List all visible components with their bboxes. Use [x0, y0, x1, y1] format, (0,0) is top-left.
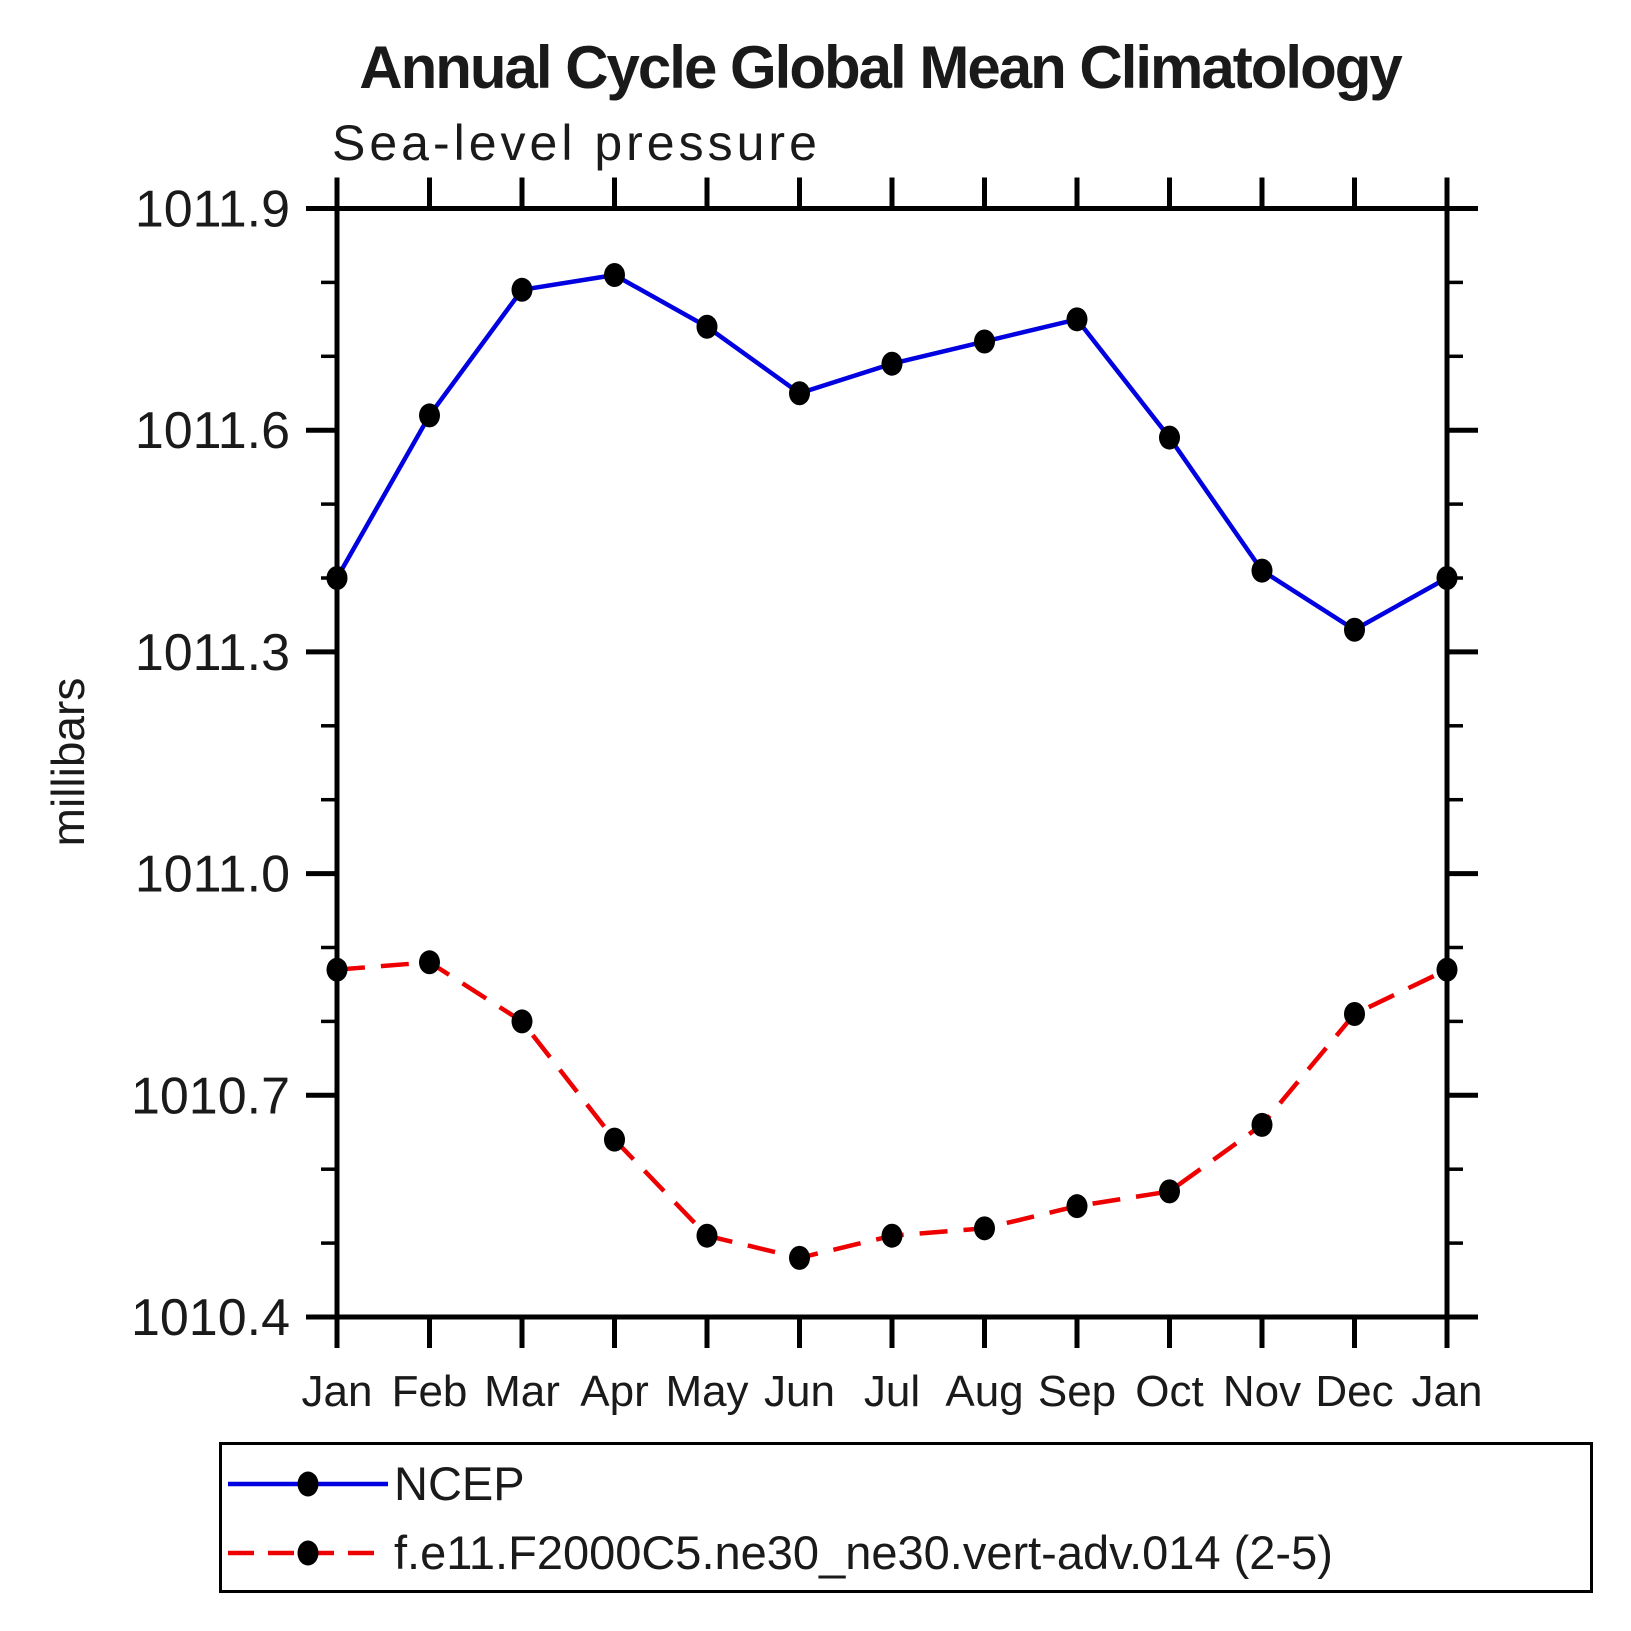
x-tick-label: Jun — [764, 1367, 835, 1416]
data-point-ncep — [1251, 558, 1273, 583]
y-tick-label: 1010.4 — [131, 1289, 290, 1347]
y-tick-label: 1010.7 — [131, 1067, 290, 1125]
y-axis-title: millibars — [42, 678, 94, 847]
data-point-ncep — [1344, 617, 1365, 642]
y-tick-label: 1011.0 — [135, 846, 290, 904]
x-tick-label: Mar — [484, 1367, 560, 1416]
x-tick-label: Nov — [1223, 1367, 1301, 1416]
data-point-model — [1251, 1112, 1273, 1137]
x-tick-label: Feb — [392, 1367, 468, 1416]
x-tick-label: Aug — [945, 1367, 1023, 1416]
x-tick-label: May — [665, 1367, 748, 1416]
data-point-ncep — [1066, 307, 1088, 332]
legend-label: f.e11.F2000C5.ne30_ne30.vert-adv.014 (2-… — [394, 1526, 1333, 1579]
data-point-model — [604, 1127, 625, 1152]
axis-ticks — [306, 177, 1478, 1348]
data-point-model — [1344, 1002, 1365, 1027]
chart-title: Annual Cycle Global Mean Climatology — [359, 34, 1403, 101]
y-tick-label: 1011.3 — [135, 624, 290, 682]
data-point-model — [419, 950, 440, 975]
y-tick-label: 1011.9 — [135, 181, 290, 239]
data-point-ncep — [1159, 425, 1180, 450]
x-tick-label: Jan — [302, 1367, 373, 1416]
legend: NCEP f.e11.F2000C5.ne30_ne30.vert-adv.014… — [219, 1442, 1593, 1593]
x-tick-label: Oct — [1135, 1367, 1203, 1416]
data-point-model — [511, 1009, 533, 1034]
data-point-model — [974, 1216, 995, 1241]
data-point-model — [789, 1245, 810, 1270]
x-tick-label: Apr — [580, 1367, 648, 1416]
x-tick-label: Jan — [1412, 1367, 1483, 1416]
data-point-ncep — [511, 277, 533, 302]
data-point-model — [696, 1223, 718, 1248]
plot-frame — [334, 206, 1450, 1320]
legend-marker — [297, 1540, 319, 1566]
data-point-model — [1159, 1179, 1180, 1204]
data-point-model — [881, 1223, 903, 1248]
data-point-model — [1066, 1194, 1088, 1219]
data-point-ncep — [974, 329, 995, 354]
y-tick-label: 1011.6 — [135, 402, 290, 460]
x-tick-label: Jul — [864, 1367, 920, 1416]
chart-subtitle: Sea-level pressure — [332, 115, 821, 171]
data-point-ncep — [696, 314, 718, 339]
x-tick-labels: Jan Feb Mar Apr May Jun Jul Aug Sep Oct Nov Dec Jan — [302, 1367, 1483, 1416]
data-point-ncep — [881, 351, 903, 376]
data-point-ncep — [419, 403, 440, 428]
legend-marker — [297, 1471, 319, 1497]
legend-box — [219, 1442, 1593, 1593]
legend-label: NCEP — [394, 1457, 525, 1510]
x-tick-label: Dec — [1315, 1367, 1393, 1416]
x-tick-label: Sep — [1038, 1367, 1116, 1416]
y-tick-labels: 1010.4 1010.7 1011.0 1011.3 1011.6 1011.9 — [131, 181, 290, 1348]
data-point-ncep — [789, 381, 810, 406]
data-point-ncep — [604, 263, 625, 288]
